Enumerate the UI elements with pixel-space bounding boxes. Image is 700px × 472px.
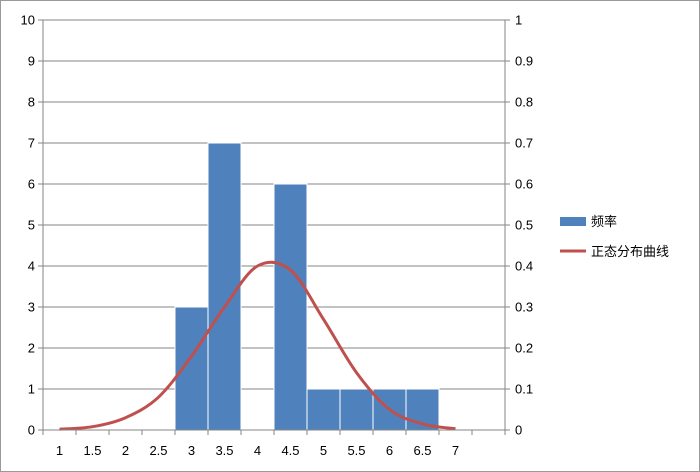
right-tick-label: 0.7 xyxy=(515,136,533,151)
x-tick-label: 3 xyxy=(188,443,195,458)
right-tick-label: 0.1 xyxy=(515,382,533,397)
right-tick-label: 0.4 xyxy=(515,259,533,274)
legend-label-line: 正态分布曲线 xyxy=(591,245,669,260)
right-tick-label: 0.2 xyxy=(515,341,533,356)
left-tick-label: 0 xyxy=(28,423,35,438)
x-tick-label: 2 xyxy=(122,443,129,458)
left-tick-label: 7 xyxy=(28,136,35,151)
left-tick-label: 9 xyxy=(28,54,35,69)
legend-swatch-bar xyxy=(560,217,586,226)
histogram-bar xyxy=(339,388,374,431)
right-y-axis: 0 0.1 0.2 0.3 0.4 0.5 0.6 0.7 0.8 0.9 1 xyxy=(515,13,533,438)
left-tick-label: 8 xyxy=(28,95,35,110)
x-tick-label: 1.5 xyxy=(83,443,101,458)
left-tick-label: 6 xyxy=(28,177,35,192)
left-tick-label: 5 xyxy=(28,218,35,233)
right-tick-label: 0.8 xyxy=(515,95,533,110)
axes xyxy=(38,19,510,435)
left-tick-label: 4 xyxy=(28,259,35,274)
left-tick-label: 10 xyxy=(21,13,35,28)
left-tick-label: 2 xyxy=(28,341,35,356)
x-tick-label: 4 xyxy=(254,443,261,458)
x-axis: 1 1.5 2 2.5 3 3.5 4 4.5 5 5.5 6 6.5 7 xyxy=(56,443,459,458)
x-tick-label: 7 xyxy=(452,443,459,458)
x-tick-label: 2.5 xyxy=(149,443,167,458)
x-tick-label: 6 xyxy=(386,443,393,458)
legend: 频率 正态分布曲线 xyxy=(560,214,669,260)
right-tick-label: 0.3 xyxy=(515,300,533,315)
normal-curve-line xyxy=(59,260,456,431)
right-tick-label: 0.5 xyxy=(515,218,533,233)
x-tick-label: 5.5 xyxy=(347,443,365,458)
x-tick-label: 4.5 xyxy=(281,443,299,458)
histogram-bar xyxy=(174,306,209,431)
x-tick-label: 1 xyxy=(56,443,63,458)
left-y-axis: 0 1 2 3 4 5 6 7 8 9 10 xyxy=(21,13,35,438)
bars xyxy=(174,142,440,431)
x-tick-label: 5 xyxy=(320,443,327,458)
right-tick-label: 0.6 xyxy=(515,177,533,192)
left-tick-label: 1 xyxy=(28,382,35,397)
histogram-bar xyxy=(306,388,341,431)
curve-group xyxy=(59,260,456,431)
x-tick-label: 3.5 xyxy=(215,443,233,458)
right-tick-label: 1 xyxy=(515,13,522,28)
histogram-bar xyxy=(273,183,308,431)
x-tick-label: 6.5 xyxy=(413,443,431,458)
histogram-bar xyxy=(207,142,242,431)
left-tick-label: 3 xyxy=(28,300,35,315)
right-tick-label: 0.9 xyxy=(515,54,533,69)
right-tick-label: 0 xyxy=(515,423,522,438)
legend-label-bar: 频率 xyxy=(591,214,617,230)
